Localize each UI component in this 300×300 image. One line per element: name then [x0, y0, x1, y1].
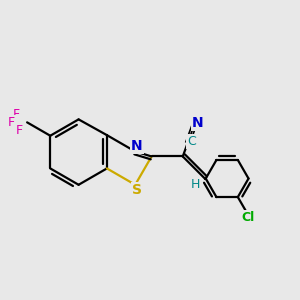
Text: Cl: Cl [242, 212, 255, 224]
Text: S: S [132, 183, 142, 197]
Text: F: F [16, 124, 23, 137]
Text: N: N [192, 116, 203, 130]
Text: F: F [8, 116, 15, 129]
Text: C: C [187, 135, 196, 148]
Text: H: H [190, 178, 200, 191]
Text: N: N [131, 139, 142, 153]
Text: F: F [12, 107, 20, 121]
